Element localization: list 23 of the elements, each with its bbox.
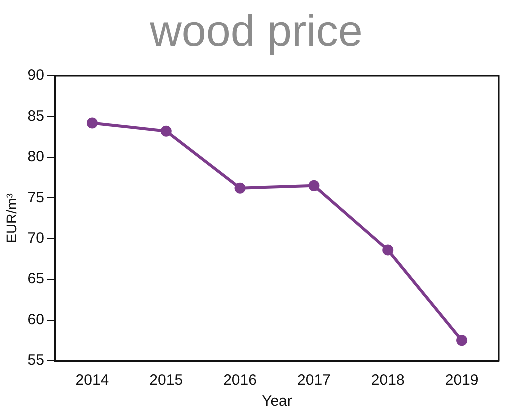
- y-tick-label: 60: [28, 311, 44, 328]
- x-tick-label: 2014: [76, 372, 110, 390]
- point: [308, 180, 320, 192]
- y-tick-label: 55: [28, 352, 44, 370]
- point: [234, 182, 246, 194]
- point: [160, 126, 172, 137]
- point: [382, 244, 394, 256]
- y-tick-label: 85: [28, 108, 44, 125]
- x-tick-label: 2017: [298, 372, 331, 390]
- y-tick-label: 70: [28, 230, 44, 247]
- x-tick-label: 2019: [445, 372, 479, 390]
- x-tick-label: 2016: [224, 372, 257, 390]
- point: [456, 335, 468, 346]
- chart-title: wood price: [149, 6, 364, 58]
- point: [86, 118, 98, 129]
- y-tick-label: 65: [28, 270, 44, 288]
- x-axis-title: Year: [262, 393, 292, 410]
- x-tick-label: 2018: [371, 372, 405, 390]
- y-tick-label: 75: [28, 189, 44, 206]
- y-tick-label: 80: [28, 148, 44, 166]
- x-tick-label: 2015: [150, 372, 184, 390]
- y-tick-label: 90: [28, 67, 44, 84]
- y-axis-title: EUR/m³: [3, 193, 20, 244]
